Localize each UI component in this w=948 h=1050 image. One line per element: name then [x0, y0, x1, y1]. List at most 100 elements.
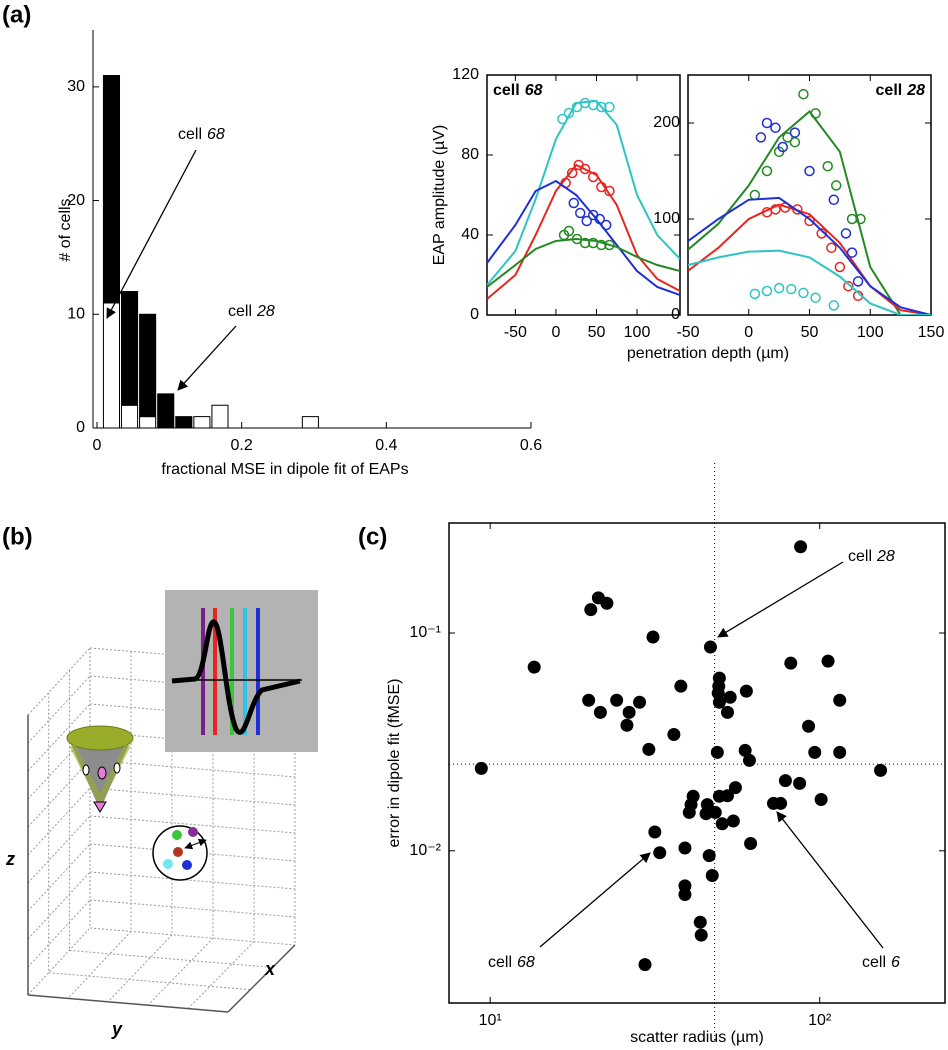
bar	[301, 416, 319, 429]
y-tick-label: 200	[653, 114, 680, 131]
y-tick-label: 80	[461, 146, 479, 163]
data-point	[789, 127, 801, 138]
bar	[121, 291, 139, 406]
data-point	[793, 776, 807, 790]
data-point	[593, 705, 607, 719]
bar	[139, 313, 157, 418]
data-point	[579, 163, 591, 175]
electrode	[188, 827, 198, 837]
data-point	[723, 690, 737, 704]
data-point	[557, 113, 568, 125]
data-point	[571, 101, 583, 113]
annotation-arrow	[539, 852, 651, 948]
dipole-pole	[82, 764, 90, 776]
series-line	[487, 99, 680, 286]
annotation-arrow	[776, 811, 884, 949]
x-tick-label: -50	[504, 324, 527, 341]
data-point	[846, 247, 858, 258]
x-axis-label: scatter radius (µm)	[630, 1029, 764, 1046]
grid-3d-line	[69, 949, 273, 968]
grid-3d-line	[27, 647, 91, 716]
data-point	[804, 165, 815, 177]
data-point	[742, 753, 756, 767]
grid-3d-line	[27, 871, 91, 940]
data-point	[610, 693, 624, 707]
annotation-prefix: cell	[178, 126, 202, 143]
grid-3d-line	[27, 703, 91, 772]
annotation: cell 68	[488, 954, 535, 971]
annotation-prefix: cell	[228, 303, 252, 320]
data-point	[821, 654, 835, 668]
data-point	[720, 789, 734, 803]
data-point	[792, 204, 803, 215]
data-point	[600, 596, 614, 610]
data-point	[833, 693, 847, 707]
data-point	[749, 288, 761, 300]
distance-arrow	[184, 838, 207, 850]
grid-3d-line	[48, 972, 251, 991]
soma	[97, 766, 107, 780]
axis-label: z	[5, 849, 15, 869]
data-point	[702, 849, 716, 863]
data-point	[761, 117, 773, 129]
data-point	[834, 261, 846, 273]
data-point	[726, 814, 740, 828]
waveform	[171, 619, 301, 735]
x-tick-label: 100	[624, 324, 651, 341]
data-point	[770, 204, 781, 215]
y-axis-label: EAP amplitude (µV)	[431, 125, 448, 266]
data-point	[770, 122, 781, 134]
data-point	[715, 817, 729, 831]
panel-label: (c)	[358, 523, 387, 550]
series-line	[487, 179, 680, 296]
y-tick-label: 30	[67, 78, 85, 95]
grid-3d-line	[107, 934, 173, 1003]
data-point	[653, 846, 667, 860]
x-tick-label: 0	[93, 437, 102, 454]
data-point	[774, 796, 788, 810]
data-point	[761, 285, 773, 297]
annotation-id: 68	[207, 126, 225, 143]
series-line	[688, 196, 931, 315]
y-tick-label: 0	[76, 419, 85, 436]
tip	[93, 801, 107, 813]
x-tick-label: -50	[676, 324, 699, 341]
grid-3d-line	[27, 927, 91, 996]
axis-y	[27, 994, 229, 1013]
data-point	[581, 215, 592, 227]
grid-3d-line	[89, 787, 296, 806]
data-point	[579, 237, 591, 249]
y-tick-label: 100	[653, 210, 680, 227]
grid-3d-line	[27, 759, 91, 828]
y-tick-label: 20	[67, 192, 85, 209]
data-point	[777, 141, 789, 153]
x-tick-label: 10¹	[479, 1012, 502, 1029]
data-point	[843, 280, 854, 292]
grid-3d-line	[89, 899, 296, 918]
data-point	[642, 742, 656, 756]
data-point	[804, 215, 815, 227]
chart-title-id: 28	[906, 82, 925, 99]
data-point	[830, 180, 842, 191]
data-point	[833, 745, 847, 759]
data-point	[874, 763, 888, 777]
annotation-id: 28	[256, 303, 275, 320]
y-tick-label: 120	[452, 66, 479, 83]
data-point	[638, 958, 652, 972]
y-axis-label: # of cells	[57, 198, 74, 261]
data-point	[712, 695, 726, 709]
data-point	[794, 540, 808, 554]
electrode	[182, 860, 192, 870]
series-line	[688, 249, 931, 315]
y-tick-label: 10⁻¹	[409, 624, 441, 641]
data-point	[596, 101, 607, 113]
plot-frame	[448, 522, 946, 1004]
cone-top	[66, 725, 134, 751]
annotation: cell 28	[848, 548, 895, 565]
x-tick-label: 0.4	[375, 437, 397, 454]
annotation-prefix: cell	[488, 954, 512, 971]
data-point	[622, 705, 636, 719]
data-point	[802, 719, 816, 733]
data-point	[828, 300, 840, 311]
